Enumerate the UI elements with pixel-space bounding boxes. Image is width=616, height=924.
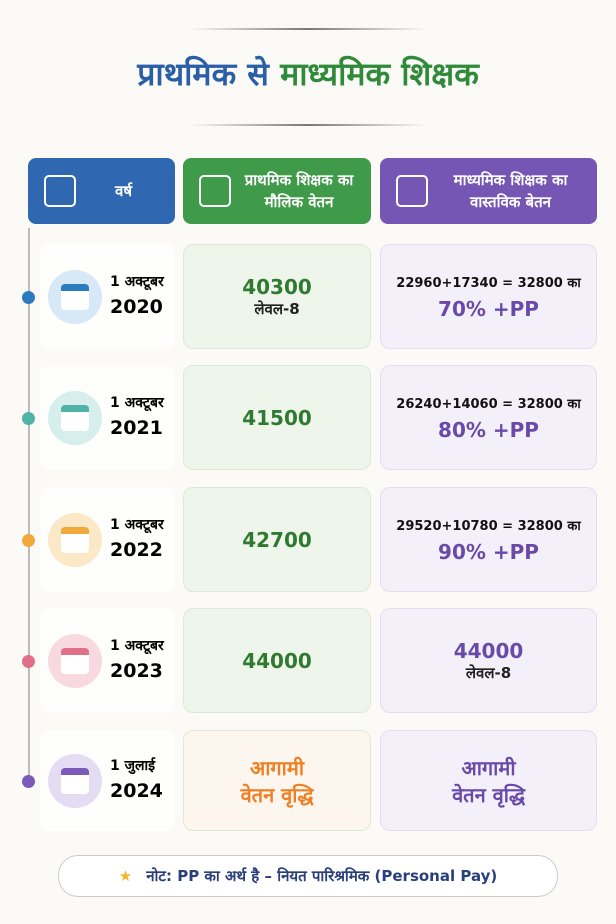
date-text: 1 अक्टूबर <box>110 516 164 533</box>
calendar <box>61 767 89 794</box>
secondary-text: 44000 <box>453 638 524 663</box>
primary-text: 44000 <box>242 648 312 673</box>
timeline-dot <box>22 774 35 788</box>
secondary-cell: 26240+14060 = 32800 का 80% +PP <box>380 365 597 470</box>
header-text: माध्यमिक शिक्षक का वास्तविक बेतन <box>453 170 568 212</box>
timeline-dot <box>22 654 35 668</box>
header-text: प्राथमिक शिक्षक का मौलिक वेतन <box>244 170 354 212</box>
date-text: 1 अक्टूबर <box>110 394 164 411</box>
note-text: नोट: PP का अर्थ है – नियत पारिश्रमिक (Pe… <box>146 867 498 885</box>
secondary-text: 90% +PP <box>438 539 539 564</box>
icon <box>199 175 231 207</box>
primary-cell: 44000 <box>183 608 371 713</box>
date: 1 अक्टूबर 2020 <box>110 272 164 322</box>
star-icon: ★ <box>118 867 133 885</box>
primary-cell: 41500 <box>183 365 371 470</box>
icon <box>44 175 76 207</box>
secondary-text: 80% +PP <box>438 417 539 442</box>
primary-cell: आगामी वेतन वृद्धि <box>183 730 371 831</box>
ornament <box>190 124 426 126</box>
year-cell: 1 जुलाई 2024 <box>40 730 175 831</box>
primary-text: 41500 <box>242 405 312 430</box>
secondary-text: वेतन वृद्धि <box>452 782 525 807</box>
secondary-text: 29520+10780 = 32800 का <box>396 518 581 534</box>
date-text: 1 अक्टूबर <box>110 637 164 654</box>
calendar-icon <box>48 512 102 567</box>
icon <box>396 175 428 207</box>
secondary-text: आगामी <box>461 755 516 780</box>
date-text: 1 अक्टूबर <box>110 273 164 290</box>
date: 1 जुलाई 2024 <box>110 756 163 806</box>
date: 1 अक्टूबर 2023 <box>110 636 164 686</box>
timeline <box>28 228 30 778</box>
secondary-text: 22960+17340 = 32800 का <box>396 275 581 291</box>
header: प्राथमिक शिक्षक का मौलिक वेतन <box>183 158 371 224</box>
primary-text: वेतन वृद्धि <box>240 782 314 807</box>
ornament <box>190 28 426 30</box>
secondary-cell: 29520+10780 = 32800 का 90% +PP <box>380 487 597 592</box>
calendar <box>61 404 89 431</box>
calendar <box>61 647 89 674</box>
title: प्राथमिक से माध्यमिक शिक्षक <box>0 52 616 95</box>
calendar <box>61 526 89 553</box>
year-cell: 1 अक्टूबर 2020 <box>40 244 175 349</box>
calendar-icon <box>48 390 102 445</box>
date-text: 1 जुलाई <box>110 757 155 774</box>
calendar-icon <box>48 753 102 808</box>
secondary-cell: आगामी वेतन वृद्धि <box>380 730 597 831</box>
year-text: 2021 <box>110 416 163 439</box>
year-cell: 1 अक्टूबर 2022 <box>40 487 175 592</box>
date: 1 अक्टूबर 2021 <box>110 393 164 443</box>
secondary-text: लेवल-8 <box>465 663 512 682</box>
note: ★ नोट: PP का अर्थ है – नियत पारिश्रमिक (P… <box>58 855 558 897</box>
primary-text: आगामी <box>249 755 305 780</box>
timeline-dot <box>22 533 35 547</box>
timeline-dot <box>22 290 35 304</box>
secondary-text: 26240+14060 = 32800 का <box>396 396 581 412</box>
date: 1 अक्टूबर 2022 <box>110 515 164 565</box>
primary-text: लेवल-8 <box>254 299 300 318</box>
year-text: 2024 <box>110 779 163 802</box>
year-cell: 1 अक्टूबर 2023 <box>40 608 175 713</box>
calendar-icon <box>48 269 102 324</box>
secondary-cell: 44000 लेवल-8 <box>380 608 597 713</box>
year-text: 2020 <box>110 295 163 318</box>
primary-text: 42700 <box>242 527 312 552</box>
primary-cell: 40300 लेवल-8 <box>183 244 371 349</box>
title-part: प्राथमिक से <box>137 55 269 93</box>
timeline-dot <box>22 411 35 425</box>
secondary-cell: 22960+17340 = 32800 का 70% +PP <box>380 244 597 349</box>
header: माध्यमिक शिक्षक का वास्तविक बेतन <box>380 158 597 224</box>
calendar-icon <box>48 633 102 688</box>
secondary-text: 70% +PP <box>438 296 539 321</box>
calendar <box>61 283 89 310</box>
primary-text: 40300 <box>242 274 312 299</box>
primary-cell: 42700 <box>183 487 371 592</box>
year-cell: 1 अक्टूबर 2021 <box>40 365 175 470</box>
header: वर्ष <box>28 158 175 224</box>
title-part: माध्यमिक शिक्षक <box>280 55 479 93</box>
header-text: वर्ष <box>114 181 132 200</box>
year-text: 2023 <box>110 659 163 682</box>
year-text: 2022 <box>110 538 163 561</box>
